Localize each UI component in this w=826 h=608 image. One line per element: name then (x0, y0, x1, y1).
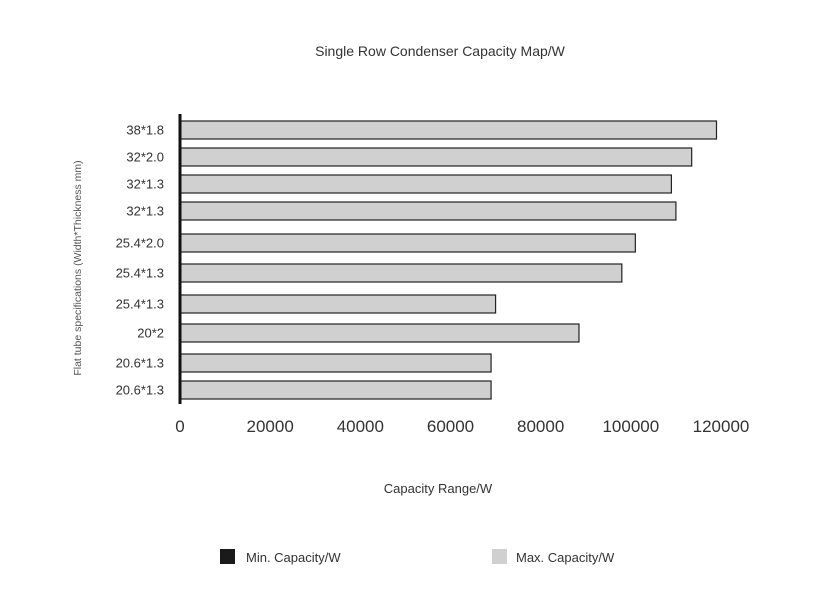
category-label: 38*1.8 (126, 123, 164, 138)
category-label: 32*2.0 (126, 150, 164, 165)
bar-max-capacity (179, 201, 677, 221)
x-tick-label: 20000 (247, 417, 294, 436)
x-tick-label: 80000 (517, 417, 564, 436)
category-label: 25.4*1.3 (116, 266, 164, 281)
category-label: 20.6*1.3 (116, 356, 164, 371)
bar-max-capacity (179, 120, 718, 140)
x-tick-label: 60000 (427, 417, 474, 436)
x-tick-label: 100000 (602, 417, 659, 436)
category-label: 32*1.3 (126, 204, 164, 219)
chart-title: Single Row Condenser Capacity Map/W (315, 43, 566, 59)
bar-max-capacity (179, 323, 580, 343)
bar-max-capacity (179, 147, 693, 167)
legend: Min. Capacity/W Max. Capacity/W (220, 549, 615, 565)
category-label: 20*2 (137, 326, 164, 341)
legend-label-min: Min. Capacity/W (246, 550, 341, 565)
y-axis-title: Flat tube specifications (Width*Thicknes… (72, 160, 84, 375)
bar-max-capacity (179, 233, 636, 253)
bar-max-capacity (179, 294, 497, 314)
category-label: 20.6*1.3 (116, 383, 164, 398)
category-label: 25.4*2.0 (116, 236, 164, 251)
category-label: 25.4*1.3 (116, 297, 164, 312)
category-label: 32*1.3 (126, 177, 164, 192)
legend-swatch-min (220, 549, 235, 564)
x-axis-title: Capacity Range/W (384, 481, 493, 496)
bar-max-capacity (179, 174, 673, 194)
category-labels: 38*1.8 32*2.0 32*1.3 32*1.3 25.4*2.0 25.4*1.3… (116, 123, 164, 398)
x-tick-label: 0 (175, 417, 184, 436)
bars-group (179, 120, 718, 400)
x-tick-labels: 0 20000 40000 60000 80000 100000 120000 (175, 417, 749, 436)
bar-max-capacity (179, 353, 492, 373)
x-tick-label: 120000 (693, 417, 750, 436)
legend-label-max: Max. Capacity/W (516, 550, 615, 565)
bar-max-capacity (179, 380, 492, 400)
x-tick-label: 40000 (337, 417, 384, 436)
legend-swatch-max (492, 549, 507, 564)
bar-max-capacity (179, 263, 623, 283)
